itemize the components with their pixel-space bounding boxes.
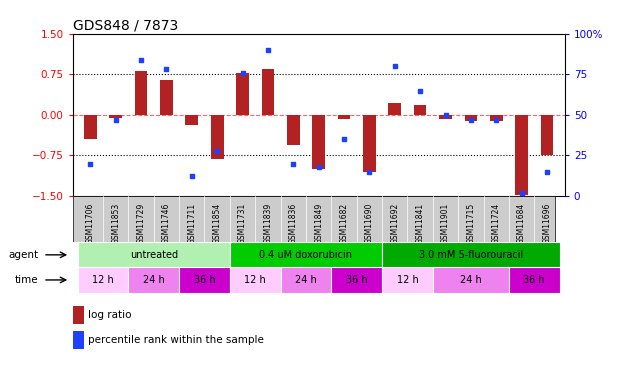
Bar [382, 267, 433, 292]
Text: GSM11853: GSM11853 [111, 203, 120, 244]
Point [517, 190, 527, 196]
Point [85, 160, 95, 166]
Bar [160, 80, 173, 115]
Bar [179, 267, 230, 292]
Point [187, 174, 197, 180]
Bar [464, 115, 477, 122]
Bar [331, 267, 382, 292]
Point [466, 117, 476, 123]
Text: 12 h: 12 h [396, 275, 418, 285]
Point [162, 66, 172, 72]
Bar [78, 242, 230, 267]
Bar [363, 115, 375, 172]
Text: 12 h: 12 h [92, 275, 114, 285]
Text: GSM11706: GSM11706 [86, 203, 95, 244]
Point [136, 57, 146, 63]
Text: GSM11724: GSM11724 [492, 203, 501, 244]
Text: GSM11715: GSM11715 [466, 203, 475, 244]
Point [212, 147, 222, 153]
Point [237, 70, 247, 76]
Bar [433, 267, 509, 292]
Text: GSM11839: GSM11839 [263, 203, 273, 244]
Text: 3.0 mM 5-fluorouracil: 3.0 mM 5-fluorouracil [419, 250, 523, 260]
Text: GSM11854: GSM11854 [213, 203, 221, 244]
Text: GDS848 / 7873: GDS848 / 7873 [73, 19, 178, 33]
Point [491, 117, 501, 123]
Text: 12 h: 12 h [244, 275, 266, 285]
Text: GSM11696: GSM11696 [543, 203, 551, 244]
Text: 36 h: 36 h [194, 275, 215, 285]
Bar [382, 242, 560, 267]
Bar [414, 105, 427, 115]
Point [110, 117, 121, 123]
Bar [236, 73, 249, 115]
Text: untreated: untreated [130, 250, 178, 260]
Bar [109, 115, 122, 117]
Bar [135, 70, 148, 115]
Bar [338, 115, 350, 119]
Text: percentile rank within the sample: percentile rank within the sample [88, 335, 264, 345]
Text: time: time [15, 275, 38, 285]
Text: agent: agent [8, 250, 38, 260]
Bar [186, 115, 198, 125]
Text: GSM11836: GSM11836 [289, 203, 298, 244]
Text: 24 h: 24 h [460, 275, 481, 285]
Text: 24 h: 24 h [295, 275, 317, 285]
Bar [211, 115, 223, 159]
Point [542, 169, 552, 175]
Text: GSM11849: GSM11849 [314, 203, 323, 244]
Bar [128, 267, 179, 292]
Point [339, 136, 349, 142]
Text: GSM11692: GSM11692 [390, 203, 399, 244]
Bar [262, 69, 274, 115]
Point [440, 112, 451, 118]
Bar [230, 242, 382, 267]
Text: 0.4 uM doxorubicin: 0.4 uM doxorubicin [259, 250, 353, 260]
Bar [516, 115, 528, 195]
Text: GSM11682: GSM11682 [339, 203, 348, 244]
Point [288, 160, 298, 166]
Text: GSM11729: GSM11729 [136, 203, 146, 244]
Point [415, 87, 425, 93]
Text: GSM11841: GSM11841 [416, 203, 425, 244]
Point [390, 63, 400, 69]
Text: GSM11731: GSM11731 [238, 203, 247, 244]
Text: GSM11711: GSM11711 [187, 203, 196, 244]
Text: GSM11746: GSM11746 [162, 203, 171, 244]
Bar [281, 267, 331, 292]
Bar [230, 267, 281, 292]
Text: log ratio: log ratio [88, 310, 132, 320]
Text: GSM11684: GSM11684 [517, 203, 526, 244]
Bar [84, 115, 97, 139]
Text: 36 h: 36 h [524, 275, 545, 285]
Bar [439, 115, 452, 119]
Point [263, 47, 273, 53]
Bar [389, 103, 401, 115]
Text: GSM11690: GSM11690 [365, 203, 374, 244]
Text: 24 h: 24 h [143, 275, 165, 285]
Bar [78, 267, 128, 292]
Text: GSM11901: GSM11901 [441, 203, 450, 244]
Bar [490, 115, 502, 122]
Bar [287, 115, 300, 145]
Bar [509, 267, 560, 292]
Point [364, 169, 374, 175]
Point [314, 164, 324, 170]
Text: 36 h: 36 h [346, 275, 367, 285]
Bar [312, 115, 325, 169]
Bar [541, 115, 553, 155]
